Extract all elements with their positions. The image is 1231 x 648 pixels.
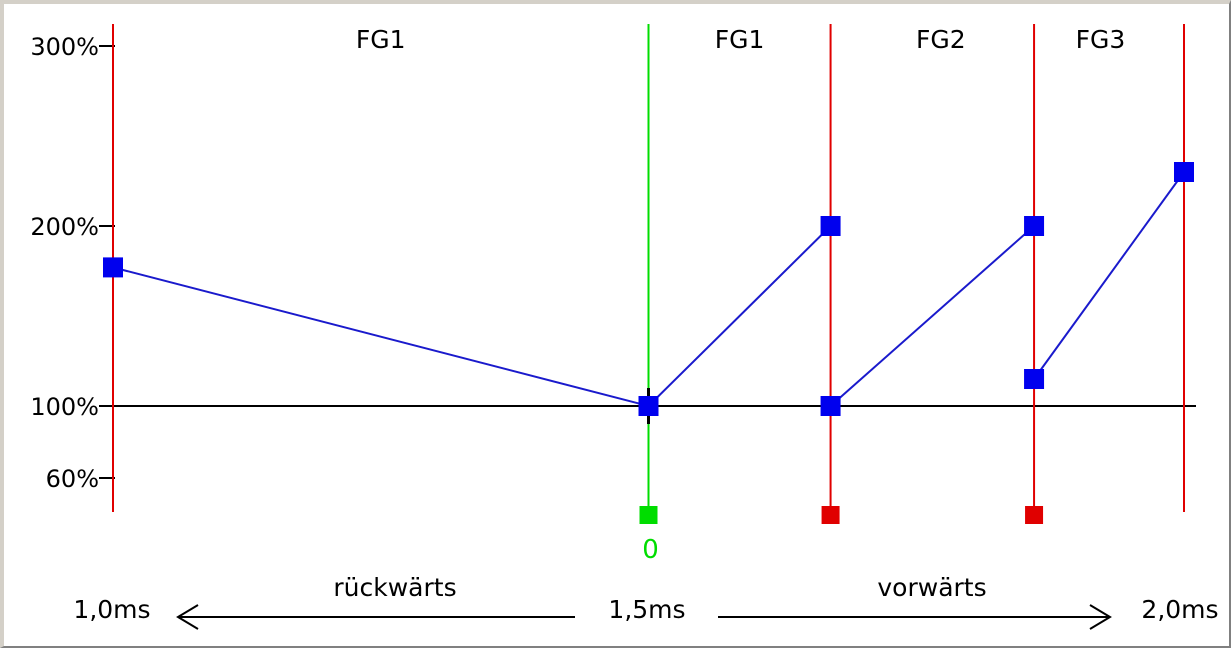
chart-svg: 300% 200% 100% 60% 0 FG1 FG1 FG2 FG3 1,0ms 1,5ms 2,… xyxy=(30,24,1219,630)
data-point[interactable] xyxy=(820,396,841,416)
series-segment xyxy=(647,225,832,407)
section-label: FG1 xyxy=(356,25,406,54)
section-label: FG1 xyxy=(715,25,765,54)
data-point[interactable] xyxy=(1024,369,1045,389)
section-label: FG2 xyxy=(916,25,966,54)
data-point[interactable] xyxy=(103,257,123,278)
zero-marker-label: 0 xyxy=(642,535,659,565)
y-tick-label: 300% xyxy=(30,33,99,61)
zero-marker-handle[interactable] xyxy=(639,506,658,524)
y-tick-label: 100% xyxy=(30,393,99,421)
data-point[interactable] xyxy=(820,216,841,236)
data-point[interactable] xyxy=(1024,216,1045,236)
marker-handle[interactable] xyxy=(821,506,840,524)
y-tick-label: 60% xyxy=(46,465,99,493)
data-point[interactable] xyxy=(638,396,659,416)
forward-label: vorwärts xyxy=(877,573,986,602)
x-label-end: 2,0ms xyxy=(1141,595,1218,624)
x-label-middle: 1,5ms xyxy=(608,595,685,624)
x-label-start: 1,0ms xyxy=(73,595,150,624)
series-segment xyxy=(829,225,1035,407)
backward-label: rückwärts xyxy=(333,573,456,602)
backward-arrow-head xyxy=(176,604,199,630)
series-segment xyxy=(112,266,649,407)
forward-arrow-head xyxy=(1089,604,1112,630)
section-label: FG3 xyxy=(1076,25,1126,54)
data-point[interactable] xyxy=(1174,162,1194,182)
series-segment xyxy=(1033,171,1185,380)
y-tick-label: 200% xyxy=(30,213,99,241)
marker-handle[interactable] xyxy=(1025,506,1044,524)
